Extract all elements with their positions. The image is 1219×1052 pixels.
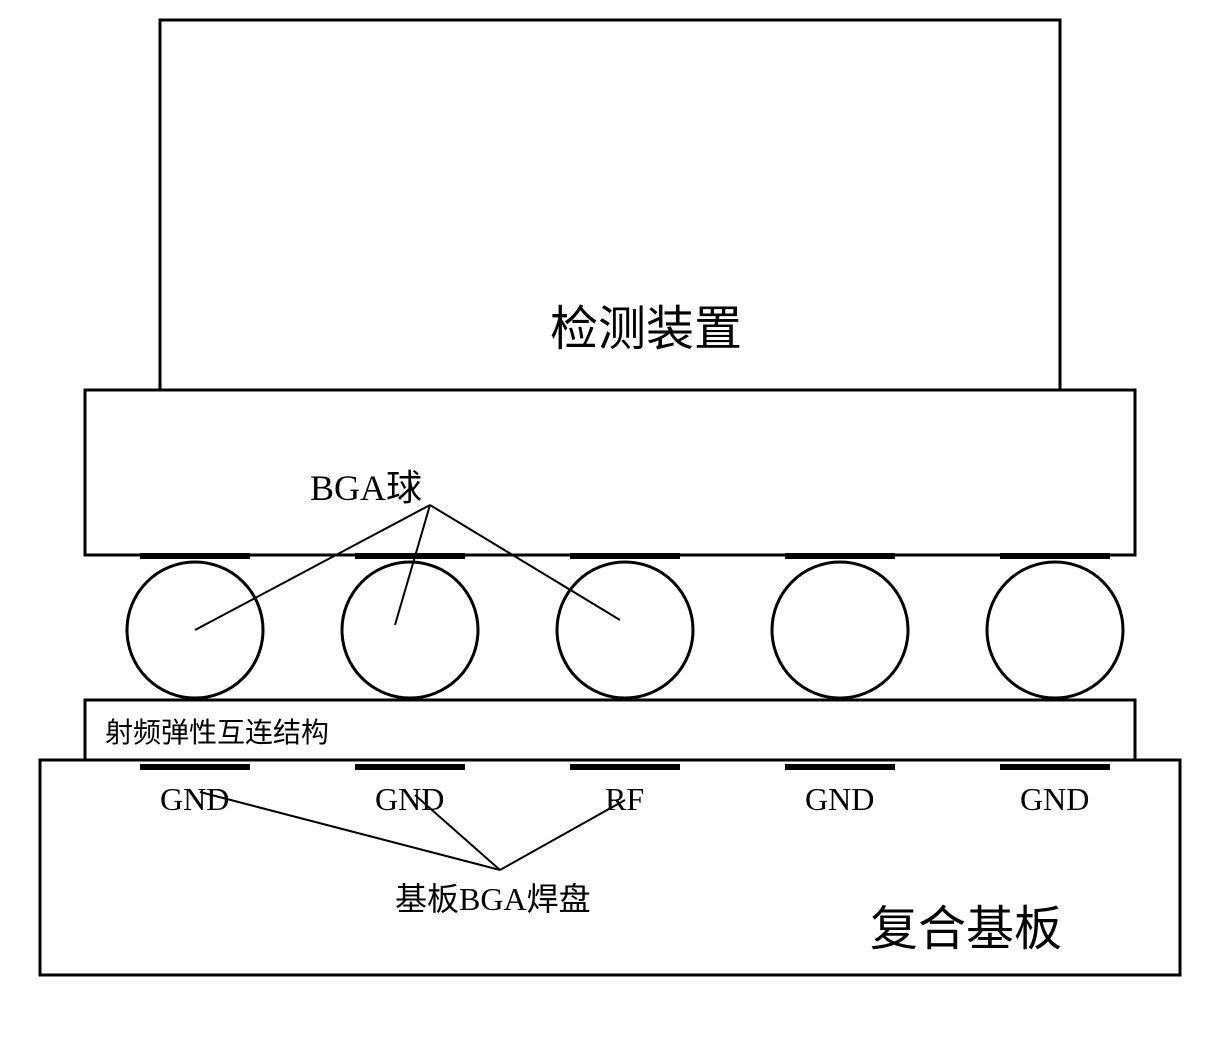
detection-device-label: 检测装置 (550, 303, 742, 356)
composite-substrate-label: 复合基板 (870, 903, 1062, 956)
bga-ball (987, 562, 1123, 698)
bga-ball-label: BGA球 (310, 468, 422, 508)
pad-label-gnd: GND (160, 781, 229, 817)
bottom-pad (785, 764, 895, 770)
bga-balls-group (127, 562, 1123, 698)
bottom-pad (140, 764, 250, 770)
pad-label-gnd: GND (1020, 781, 1089, 817)
bottom-pad (355, 764, 465, 770)
bga-cross-section-diagram: 检测装置 BGA球 射频弹性互连结构 基板BGA焊盘 复合基板 GND GND … (0, 0, 1219, 1052)
top-pad (570, 553, 680, 559)
bga-ball (772, 562, 908, 698)
top-pad (1000, 553, 1110, 559)
pad-label-gnd: GND (375, 781, 444, 817)
top-pad (140, 553, 250, 559)
top-pad (785, 553, 895, 559)
bottom-pad (570, 764, 680, 770)
pad-label-rf: RF (605, 781, 644, 817)
detection-device-base (85, 390, 1135, 555)
bga-ball (342, 562, 478, 698)
bottom-pad (1000, 764, 1110, 770)
pad-label-gnd: GND (805, 781, 874, 817)
substrate-pad-label: 基板BGA焊盘 (395, 881, 591, 917)
bga-ball (557, 562, 693, 698)
rf-elastic-label: 射频弹性互连结构 (105, 717, 329, 749)
top-pad (355, 553, 465, 559)
